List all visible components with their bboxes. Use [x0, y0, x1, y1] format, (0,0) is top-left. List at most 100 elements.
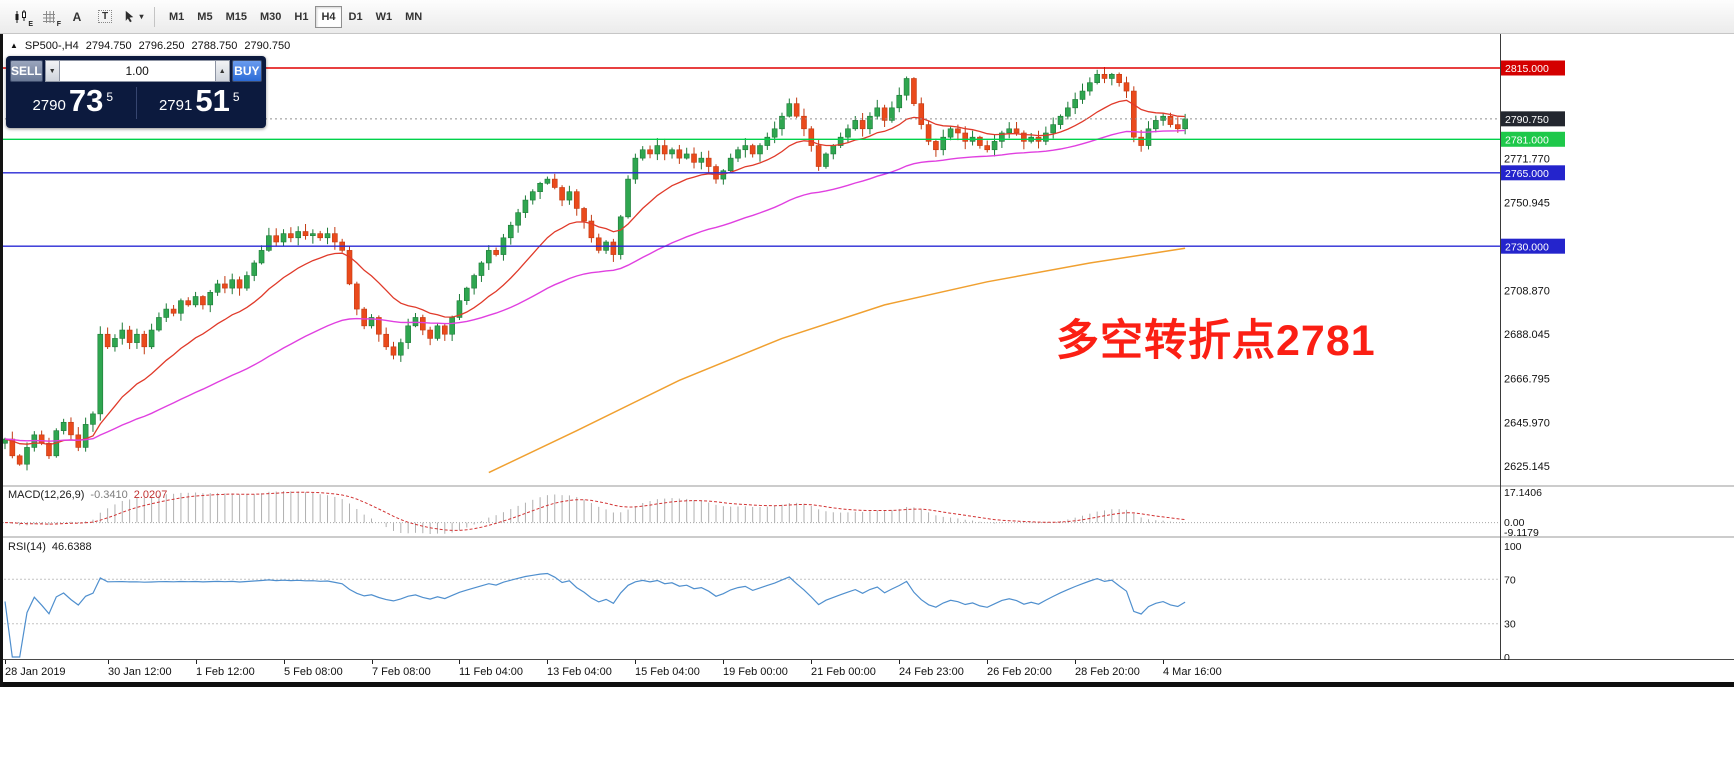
time-label: 28 Feb 20:00	[1075, 666, 1140, 678]
candlestick	[361, 308, 367, 327]
time-label: 28 Jan 2019	[5, 666, 66, 678]
time-label: 7 Feb 08:00	[372, 666, 431, 678]
candlestick	[1123, 82, 1130, 92]
timeframe-button-m1[interactable]: M1	[163, 6, 190, 28]
price-badge	[1501, 238, 1565, 254]
candlestick-chart-icon	[15, 9, 26, 23]
candlestick	[1094, 73, 1100, 83]
time-axis[interactable]: 28 Jan 2019 30 Jan 12:00 1 Feb 12:00 5 Feb …	[0, 660, 1734, 682]
candlestick	[991, 141, 998, 151]
candlestick	[134, 333, 140, 343]
ma-fast-line	[4, 99, 1186, 446]
rsi-indicator-label: RSI(14) 46.6388	[8, 541, 92, 553]
timeframe-button-w1[interactable]: W1	[370, 6, 399, 28]
candlestick	[148, 329, 155, 348]
candlestick	[478, 262, 485, 276]
timeframe-button-m30[interactable]: M30	[254, 6, 287, 28]
ma-slow-line	[488, 247, 1186, 474]
chart-annotation-text[interactable]: 多空转折点2781	[1056, 317, 1376, 365]
candlestick	[1167, 115, 1174, 125]
text-annotation-button[interactable]: A	[64, 5, 90, 29]
rsi-axis-label: 30	[1504, 619, 1516, 631]
trade-panel-controls: SELL ▼ ▲ BUY	[10, 60, 262, 82]
macd-indicator-label: MACD(12,26,9) -0.3410 2.0207	[8, 489, 167, 501]
candlestick	[170, 308, 177, 314]
candlestick	[559, 187, 565, 201]
candlestick	[925, 124, 932, 142]
candlestick	[104, 333, 111, 348]
candlestick	[962, 132, 969, 142]
sell-button[interactable]: SELL	[10, 60, 43, 82]
candlestick	[485, 250, 492, 264]
candlestick	[1116, 73, 1122, 83]
buy-button[interactable]: BUY	[231, 60, 262, 82]
candlestick	[156, 317, 162, 331]
candlestick	[82, 424, 89, 448]
candlestick	[581, 208, 587, 222]
candlestick	[801, 115, 807, 130]
timeframe-button-h4[interactable]: H4	[315, 5, 342, 28]
candlestick	[60, 421, 67, 431]
rsi-line	[4, 572, 1186, 658]
chart-style-button[interactable]: E	[8, 5, 34, 29]
candlestick	[911, 78, 917, 104]
ohlc-open: 2794.750	[85, 40, 132, 52]
price-tick-label: 2771.770	[1504, 154, 1550, 166]
time-label: 4 Mar 16:00	[1163, 666, 1222, 678]
candlestick	[119, 329, 126, 339]
ask-price[interactable]: 2791 51 5	[137, 85, 263, 119]
candlestick	[595, 237, 602, 251]
time-label: 19 Feb 00:00	[723, 666, 788, 678]
candlestick	[251, 262, 258, 276]
grid-button[interactable]: F	[36, 5, 62, 29]
volume-decrease-button[interactable]: ▼	[44, 60, 60, 82]
window-left-border	[0, 34, 3, 687]
candlestick	[463, 287, 470, 301]
candlestick	[889, 107, 895, 121]
timeframe-button-mn[interactable]: MN	[399, 6, 428, 28]
drawing-tools-button[interactable]: ▾	[120, 5, 146, 29]
candlestick	[420, 317, 426, 331]
rsi-value: 46.6388	[51, 541, 92, 553]
candlestick	[867, 115, 873, 130]
candlestick	[977, 136, 983, 146]
candlestick	[288, 233, 294, 239]
collapse-triangle-icon[interactable]: ▲	[10, 41, 18, 50]
letter-t-icon: T	[97, 10, 113, 23]
price-divider	[135, 87, 137, 119]
timeframe-button-m5[interactable]: M5	[191, 6, 218, 28]
candlestick	[683, 153, 690, 159]
candlestick	[830, 145, 837, 155]
text-box-button[interactable]: T	[92, 5, 118, 29]
timeframe-button-m15[interactable]: M15	[220, 6, 253, 28]
price-tick-label: 2666.795	[1504, 374, 1550, 386]
volume-input[interactable]	[59, 60, 215, 82]
timeframe-button-h1[interactable]: H1	[288, 6, 314, 28]
candlestick	[661, 145, 668, 155]
candlestick	[90, 413, 96, 425]
candlestick	[551, 178, 558, 188]
candlestick	[617, 216, 624, 255]
timeframe-button-d1[interactable]: D1	[343, 6, 369, 28]
candlestick	[793, 103, 800, 117]
chart-canvas[interactable]: 2771.770 2750.945 2708.870 2688.045 2666.795…	[0, 34, 1734, 660]
volume-increase-button[interactable]: ▲	[214, 60, 230, 82]
time-label: 11 Feb 04:00	[459, 666, 524, 678]
price-axis[interactable]	[1500, 34, 1734, 660]
candlestick	[705, 157, 712, 167]
candlestick	[46, 442, 52, 457]
candlestick	[1160, 115, 1166, 121]
candlestick	[185, 300, 192, 306]
candlestick	[456, 300, 463, 318]
time-label: 30 Jan 12:00	[108, 666, 172, 678]
candlestick	[720, 170, 727, 180]
candlestick	[999, 132, 1005, 142]
candlestick	[529, 191, 536, 201]
price-tick-label: 2688.045	[1504, 329, 1550, 341]
candlestick	[471, 275, 477, 289]
price-badge-label: 2765.000	[1505, 168, 1549, 180]
candlestick	[317, 233, 323, 239]
candlestick	[16, 455, 23, 465]
candlestick	[632, 157, 639, 180]
bid-price[interactable]: 2790 73 5	[10, 85, 136, 119]
